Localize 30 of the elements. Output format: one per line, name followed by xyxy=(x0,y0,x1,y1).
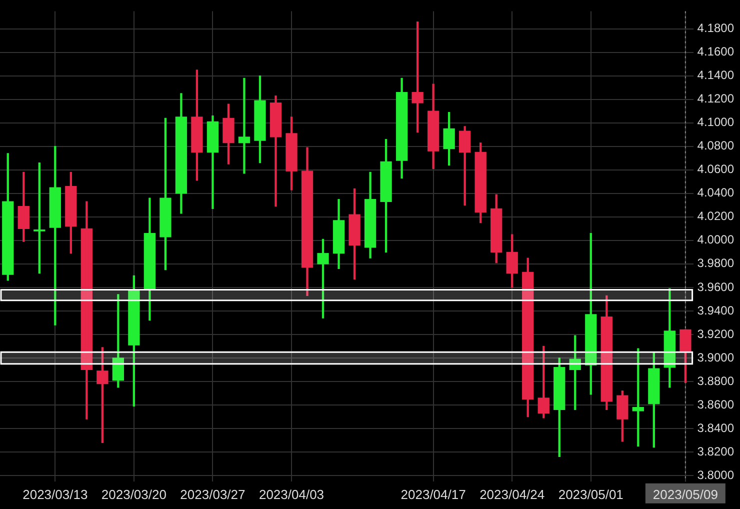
y-tick-label: 4.1400 xyxy=(697,68,734,82)
y-tick-label: 4.1200 xyxy=(697,92,734,106)
x-tick-label: 2023/03/27 xyxy=(180,486,246,502)
x-tick-label: 2023/04/17 xyxy=(400,486,466,502)
y-tick-label: 4.0400 xyxy=(697,186,734,200)
y-tick-label: 4.0800 xyxy=(697,138,734,153)
y-tick-label: 4.1800 xyxy=(697,21,734,36)
x-tick-label: 2023/05/01 xyxy=(558,486,624,502)
x-tick-label: 2023/04/24 xyxy=(480,486,545,502)
candlestick xyxy=(34,162,46,274)
y-tick-label: 3.8600 xyxy=(697,397,734,412)
y-tick-label: 4.1600 xyxy=(697,44,734,59)
y-tick-label: 3.9800 xyxy=(697,256,734,270)
y-tick-label: 4.0000 xyxy=(697,232,734,247)
y-tick-label: 4.0200 xyxy=(697,209,734,224)
y-tick-label: 3.8800 xyxy=(697,374,734,388)
y-tick-label: 3.9200 xyxy=(697,326,734,341)
y-tick-label: 3.8400 xyxy=(697,420,734,435)
candlestick xyxy=(238,78,250,174)
y-tick-label: 3.8000 xyxy=(697,468,734,482)
x-tick-label: 2023/04/03 xyxy=(258,486,324,502)
y-tick-label: 3.9600 xyxy=(697,280,734,294)
x-tick-label: 2023/05/09 xyxy=(652,486,718,502)
y-tick-label: 3.9400 xyxy=(697,303,734,318)
x-tick-label: 2023/03/20 xyxy=(101,486,166,502)
y-tick-label: 3.8200 xyxy=(697,444,734,458)
y-tick-label: 3.9000 xyxy=(697,350,734,364)
y-tick-label: 4.1000 xyxy=(697,115,734,130)
x-tick-label: 2023/03/13 xyxy=(22,486,88,502)
y-tick-label: 4.0600 xyxy=(697,162,734,176)
